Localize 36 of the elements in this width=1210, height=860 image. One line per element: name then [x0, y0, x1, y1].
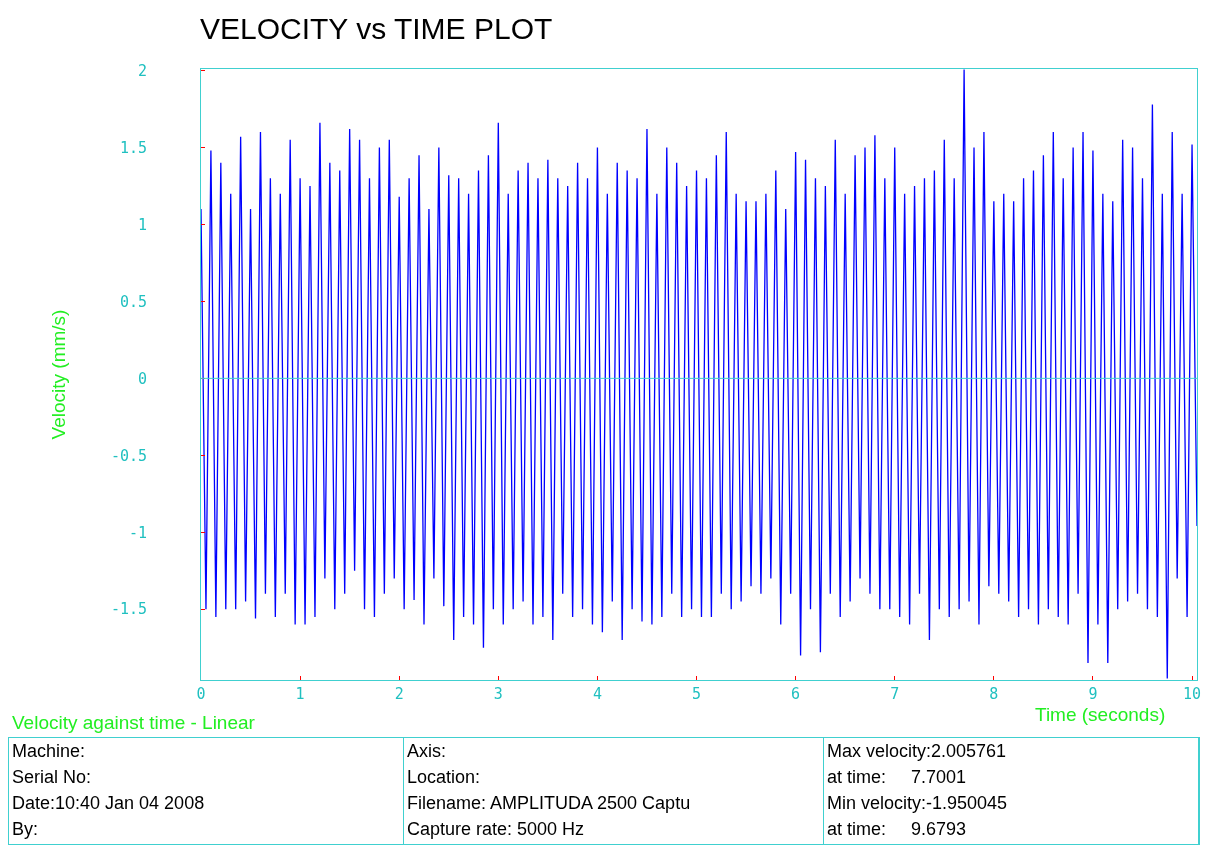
x-tick-label: 1 [295, 685, 305, 703]
text: at time: 7.7001 [827, 766, 968, 789]
x-tick-label: 7 [890, 685, 900, 703]
x-tick-label: 2 [394, 685, 404, 703]
text: Axis: [407, 740, 447, 763]
text: Machine: [12, 740, 87, 763]
x-tick-label: 10 [1183, 685, 1202, 703]
text: By: [12, 818, 39, 841]
y-tick-label: 0 [137, 369, 147, 388]
y-tick-label: -1 [128, 523, 147, 542]
text: Velocity against time - Linear [12, 712, 255, 734]
x-tick-label: 4 [592, 685, 602, 703]
text: Min velocity:-1.950045 [827, 792, 1009, 815]
x-tick-label: 6 [791, 685, 801, 703]
text: Location: [407, 766, 482, 789]
text: at time: 9.6793 [827, 818, 968, 841]
text: Max velocity:2.005761 [827, 740, 1008, 763]
y-tick-label: 1.5 [119, 138, 147, 157]
line-series [201, 69, 1197, 680]
y-tick-label: 2 [137, 61, 147, 80]
text: Capture rate: 5000 Hz [407, 818, 586, 841]
x-tick-label: 9 [1088, 685, 1098, 703]
x-tick-label: 8 [989, 685, 999, 703]
y-tick-label: -1.5 [110, 600, 147, 619]
y-axis-title: Velocity (mm/s) [47, 309, 69, 440]
x-axis-title: Time (seconds) [1035, 704, 1166, 725]
x-tick-label: 0 [196, 685, 206, 703]
y-tick-label: 0.5 [119, 292, 147, 311]
text: Filename: AMPLITUDA 2500 Captu [407, 792, 692, 815]
chart-title: VELOCITY vs TIME PLOT [200, 12, 553, 45]
y-tick-label: 1 [137, 215, 147, 234]
y-tick-label: -0.5 [110, 446, 147, 465]
text: Serial No: [12, 766, 93, 789]
text: Date:10:40 Jan 04 2008 [12, 792, 206, 815]
x-tick-label: 3 [493, 685, 503, 703]
x-tick-label: 5 [692, 685, 702, 703]
